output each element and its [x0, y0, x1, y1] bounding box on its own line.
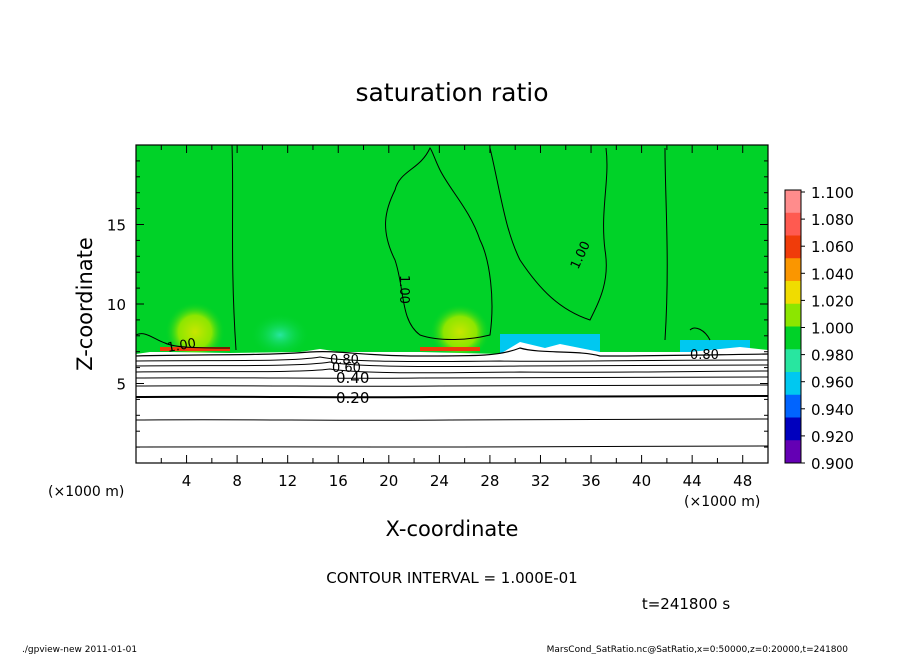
x-tick-label: 36 — [581, 472, 600, 490]
x-tick-label: 40 — [632, 472, 651, 490]
y-tick-label: 15 — [107, 217, 126, 235]
colorbar-label: 1.060 — [811, 238, 854, 256]
colorbar-swatch — [785, 372, 801, 396]
y-tick-label: 10 — [107, 296, 126, 314]
colorbar-swatch — [785, 235, 801, 259]
colorbar-swatch — [785, 281, 801, 305]
colorbar-label: 0.980 — [811, 347, 854, 365]
colorbar: 1.100 1.080 1.060 1.040 1.020 1.000 0.980 0.960… — [784, 184, 854, 473]
contour-label: 0.80 — [690, 348, 719, 363]
plot-area — [136, 145, 768, 463]
colorbar-swatch — [785, 349, 801, 373]
x-tick-label: 32 — [531, 472, 550, 490]
contour-label-group: 1.00 1.00 1.00 0.80 0.60 0.40 0.20 0.80 — [166, 239, 719, 407]
x-tick-label: 12 — [278, 472, 297, 490]
colorbar-swatch — [785, 258, 801, 282]
dry-blob — [250, 313, 310, 357]
time-label: t=241800 s — [642, 595, 730, 613]
colorbar-label: 1.020 — [811, 292, 854, 310]
contour-label: 1.00 — [166, 336, 197, 356]
x-tick-label: 24 — [430, 472, 449, 490]
contour-lines — [136, 145, 768, 448]
x-tick-label: 4 — [182, 472, 192, 490]
x-unit-label-left: (×1000 m) — [48, 484, 124, 500]
footer-left: ./gpview-new 2011-01-01 — [22, 645, 137, 654]
x-tick-label: 44 — [683, 472, 702, 490]
supersaturated-band — [420, 347, 480, 351]
colorbar-swatch — [785, 394, 801, 418]
contour-label: 0.60 — [332, 361, 361, 376]
colorbar-label: 1.000 — [811, 320, 854, 338]
colorbar-swatch — [785, 440, 801, 464]
y-axis-title: Z-coordinate — [73, 237, 97, 371]
contour-label: 1.00 — [396, 275, 411, 304]
humid-blob — [430, 304, 490, 360]
colorbar-label: 0.960 — [811, 374, 854, 392]
colorbar-label: 0.940 — [811, 401, 854, 419]
colorbar-frame — [784, 189, 802, 464]
colorbar-swatch — [785, 212, 801, 236]
colorbar-swatch — [785, 326, 801, 350]
colorbar-swatch — [785, 190, 801, 214]
colorbar-label: 1.100 — [811, 184, 854, 202]
x-axis: 4 8 12 16 20 24 28 32 36 40 44 48 — [135, 145, 769, 490]
x-tick-label: 20 — [379, 472, 398, 490]
x-tick-label: 28 — [480, 472, 499, 490]
contour-interval-note: CONTOUR INTERVAL = 1.000E-01 — [326, 569, 577, 587]
x-axis-title: X-coordinate — [386, 517, 519, 541]
footer-right: MarsCond_SatRatio.nc@SatRatio,x=0:50000,… — [547, 645, 849, 654]
colorbar-label: 0.920 — [811, 428, 854, 446]
contour-label: 0.80 — [330, 353, 359, 368]
colorbar-label: 1.040 — [811, 265, 854, 283]
contour-label: 0.40 — [336, 369, 369, 387]
colorbar-swatch — [785, 417, 801, 441]
x-tick-label: 8 — [232, 472, 242, 490]
contour-label: 0.20 — [336, 389, 369, 407]
chart-title: saturation ratio — [355, 78, 548, 107]
x-unit-label-right: (×1000 m) — [684, 494, 760, 510]
x-tick-label: 16 — [329, 472, 348, 490]
x-tick-label: 48 — [733, 472, 752, 490]
supersaturated-band — [160, 347, 230, 351]
y-tick-label: 5 — [116, 376, 126, 394]
colorbar-swatch — [785, 303, 801, 327]
colorbar-label: 0.900 — [811, 455, 854, 473]
y-axis: 5 10 15 — [107, 144, 768, 464]
colorbar-label: 1.080 — [811, 211, 854, 229]
